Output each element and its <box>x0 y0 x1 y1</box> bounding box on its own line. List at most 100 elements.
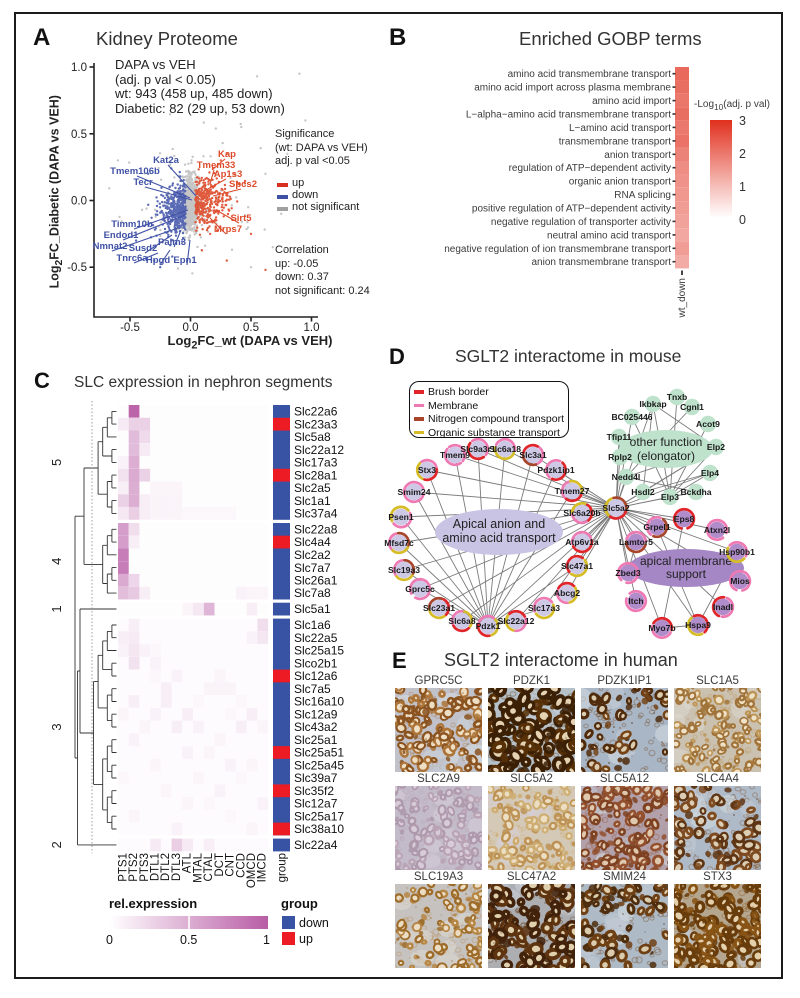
svg-text:1.0: 1.0 <box>71 62 87 74</box>
svg-text:PTS2: PTS2 <box>128 853 140 882</box>
svg-text:Spcs2: Spcs2 <box>229 179 257 190</box>
svg-text:Slc2a2: Slc2a2 <box>294 548 331 562</box>
svg-text:apical membrane: apical membrane <box>640 554 732 568</box>
svg-text:Slc22a4: Slc22a4 <box>294 838 338 852</box>
svg-text:Slc12a6: Slc12a6 <box>294 669 338 683</box>
svg-text:DTL1: DTL1 <box>150 853 162 881</box>
svg-text:(elongator): (elongator) <box>637 449 695 463</box>
svg-text:Eps8: Eps8 <box>674 514 695 524</box>
svg-text:Slc16a10: Slc16a10 <box>294 695 344 709</box>
svg-text:Slc7a8: Slc7a8 <box>294 586 331 600</box>
svg-text:0.5: 0.5 <box>243 322 259 334</box>
svg-text:Slc22a6: Slc22a6 <box>294 405 338 419</box>
svg-text:Atxn2l: Atxn2l <box>704 525 730 535</box>
svg-text:-0.5: -0.5 <box>120 322 140 334</box>
svg-text:Bckdha: Bckdha <box>680 487 711 497</box>
svg-text:Zbed3: Zbed3 <box>615 568 641 578</box>
svg-text:Grpel1: Grpel1 <box>643 522 670 532</box>
svg-text:Myo7b: Myo7b <box>648 623 675 633</box>
svg-text:Kat2a: Kat2a <box>153 155 180 166</box>
svg-text:L−alpha−amino acid transmembra: L−alpha−amino acid transmembrane transpo… <box>466 110 671 121</box>
svg-text:Slc17a3: Slc17a3 <box>294 456 338 470</box>
svg-text:2: 2 <box>49 841 64 848</box>
svg-text:Slc23a1: Slc23a1 <box>423 603 455 613</box>
svg-text:Atp6v1a: Atp6v1a <box>565 537 599 547</box>
svg-text:0.0: 0.0 <box>71 196 87 208</box>
svg-text:amino acid transport: amino acid transport <box>442 531 556 545</box>
svg-text:Elp2: Elp2 <box>707 442 725 452</box>
svg-text:Slc25a1: Slc25a1 <box>294 733 338 747</box>
svg-text:Slc12a7: Slc12a7 <box>294 797 338 811</box>
svg-text:regulation of ATP−dependent ac: regulation of ATP−dependent activity <box>509 163 671 174</box>
svg-text:Slc25a51: Slc25a51 <box>294 746 344 760</box>
svg-text:Cgnl1: Cgnl1 <box>680 402 704 412</box>
svg-text:Tmem9: Tmem9 <box>440 450 470 460</box>
svg-text:Abcg2: Abcg2 <box>554 588 580 598</box>
svg-text:Slc39a7: Slc39a7 <box>294 771 338 785</box>
svg-text:Slc25a15: Slc25a15 <box>294 644 344 658</box>
svg-text:MTAL: MTAL <box>192 852 204 882</box>
svg-text:BC025446: BC025446 <box>611 412 652 422</box>
svg-text:0.5: 0.5 <box>71 129 87 141</box>
svg-text:DTL2: DTL2 <box>160 853 172 881</box>
svg-text:Nedd4l: Nedd4l <box>612 472 641 482</box>
svg-text:Slc22a12: Slc22a12 <box>498 616 535 626</box>
svg-text:anion transport: anion transport <box>604 150 671 161</box>
svg-text:Slc19a3: Slc19a3 <box>388 565 420 575</box>
svg-text:Tecr: Tecr <box>133 177 153 188</box>
svg-text:Tnxb: Tnxb <box>667 392 688 402</box>
svg-text:Slc28a1: Slc28a1 <box>294 468 338 482</box>
svg-text:Hspa9: Hspa9 <box>685 620 711 630</box>
svg-text:Stx3: Stx3 <box>418 465 436 475</box>
svg-text:Tmem27: Tmem27 <box>555 486 590 496</box>
svg-text:Psen1: Psen1 <box>388 512 414 522</box>
svg-text:Elp4: Elp4 <box>701 468 719 478</box>
svg-text:PTS3: PTS3 <box>139 853 151 882</box>
svg-text:Slc5a2: Slc5a2 <box>602 503 629 513</box>
svg-text:negative regulation of ion tra: negative regulation of ion transmembrane… <box>444 244 671 255</box>
svg-text:ATL: ATL <box>182 852 194 873</box>
svg-text:amino acid import: amino acid import <box>592 96 671 107</box>
svg-text:Timm10b: Timm10b <box>111 219 153 230</box>
svg-text:wt_down: wt_down <box>677 278 688 318</box>
svg-text:0.0: 0.0 <box>183 322 199 334</box>
svg-text:Hpgd: Hpgd <box>146 255 170 266</box>
svg-text:Slc7a5: Slc7a5 <box>294 682 331 696</box>
svg-text:Slc5a8: Slc5a8 <box>294 430 331 444</box>
svg-text:Slc25a45: Slc25a45 <box>294 758 344 772</box>
svg-text:support: support <box>666 567 707 581</box>
svg-text:Slc22a12: Slc22a12 <box>294 443 344 457</box>
svg-text:Slc6a18: Slc6a18 <box>489 444 521 454</box>
svg-text:CNT: CNT <box>225 853 237 877</box>
svg-text:Mfsd7c: Mfsd7c <box>384 538 414 548</box>
svg-text:anion transmembrane transport: anion transmembrane transport <box>531 257 671 268</box>
svg-text:IMCD: IMCD <box>257 853 269 882</box>
svg-text:CTAL: CTAL <box>203 852 215 881</box>
svg-text:Slc38a10: Slc38a10 <box>294 822 344 836</box>
svg-text:L−amino acid transport: L−amino acid transport <box>569 123 671 134</box>
svg-text:Smim24: Smim24 <box>398 487 431 497</box>
svg-text:DCT: DCT <box>214 853 226 877</box>
svg-text:Susd2: Susd2 <box>129 243 158 254</box>
svg-text:Slc25a17: Slc25a17 <box>294 809 344 823</box>
svg-text:Slc37a4: Slc37a4 <box>294 507 338 521</box>
svg-text:Slc22a8: Slc22a8 <box>294 523 338 537</box>
svg-text:Slc4a4: Slc4a4 <box>294 535 331 549</box>
svg-text:group: group <box>277 853 289 882</box>
svg-text:negative regulation of transpo: negative regulation of transporter activ… <box>491 217 671 228</box>
svg-text:transmembrane transport: transmembrane transport <box>559 136 671 147</box>
svg-text:Tmem106b: Tmem106b <box>110 166 160 177</box>
svg-text:Tnrc6a: Tnrc6a <box>116 253 148 264</box>
svg-text:Sirt5: Sirt5 <box>230 213 252 224</box>
svg-text:positive regulation of ATP−dep: positive regulation of ATP−dependent act… <box>472 204 671 215</box>
svg-text:Acot9: Acot9 <box>696 419 720 429</box>
svg-text:Slc6a20b: Slc6a20b <box>563 508 600 518</box>
svg-text:Inadl: Inadl <box>713 602 733 612</box>
svg-text:OMCD: OMCD <box>246 853 258 888</box>
svg-text:Slco2b1: Slco2b1 <box>294 656 338 670</box>
svg-text:3: 3 <box>49 723 64 730</box>
svg-text:4: 4 <box>49 558 64 565</box>
svg-text:Slc6a8: Slc6a8 <box>448 616 475 626</box>
svg-text:Pdzk1: Pdzk1 <box>476 621 501 631</box>
svg-text:Slc1a6: Slc1a6 <box>294 618 331 632</box>
